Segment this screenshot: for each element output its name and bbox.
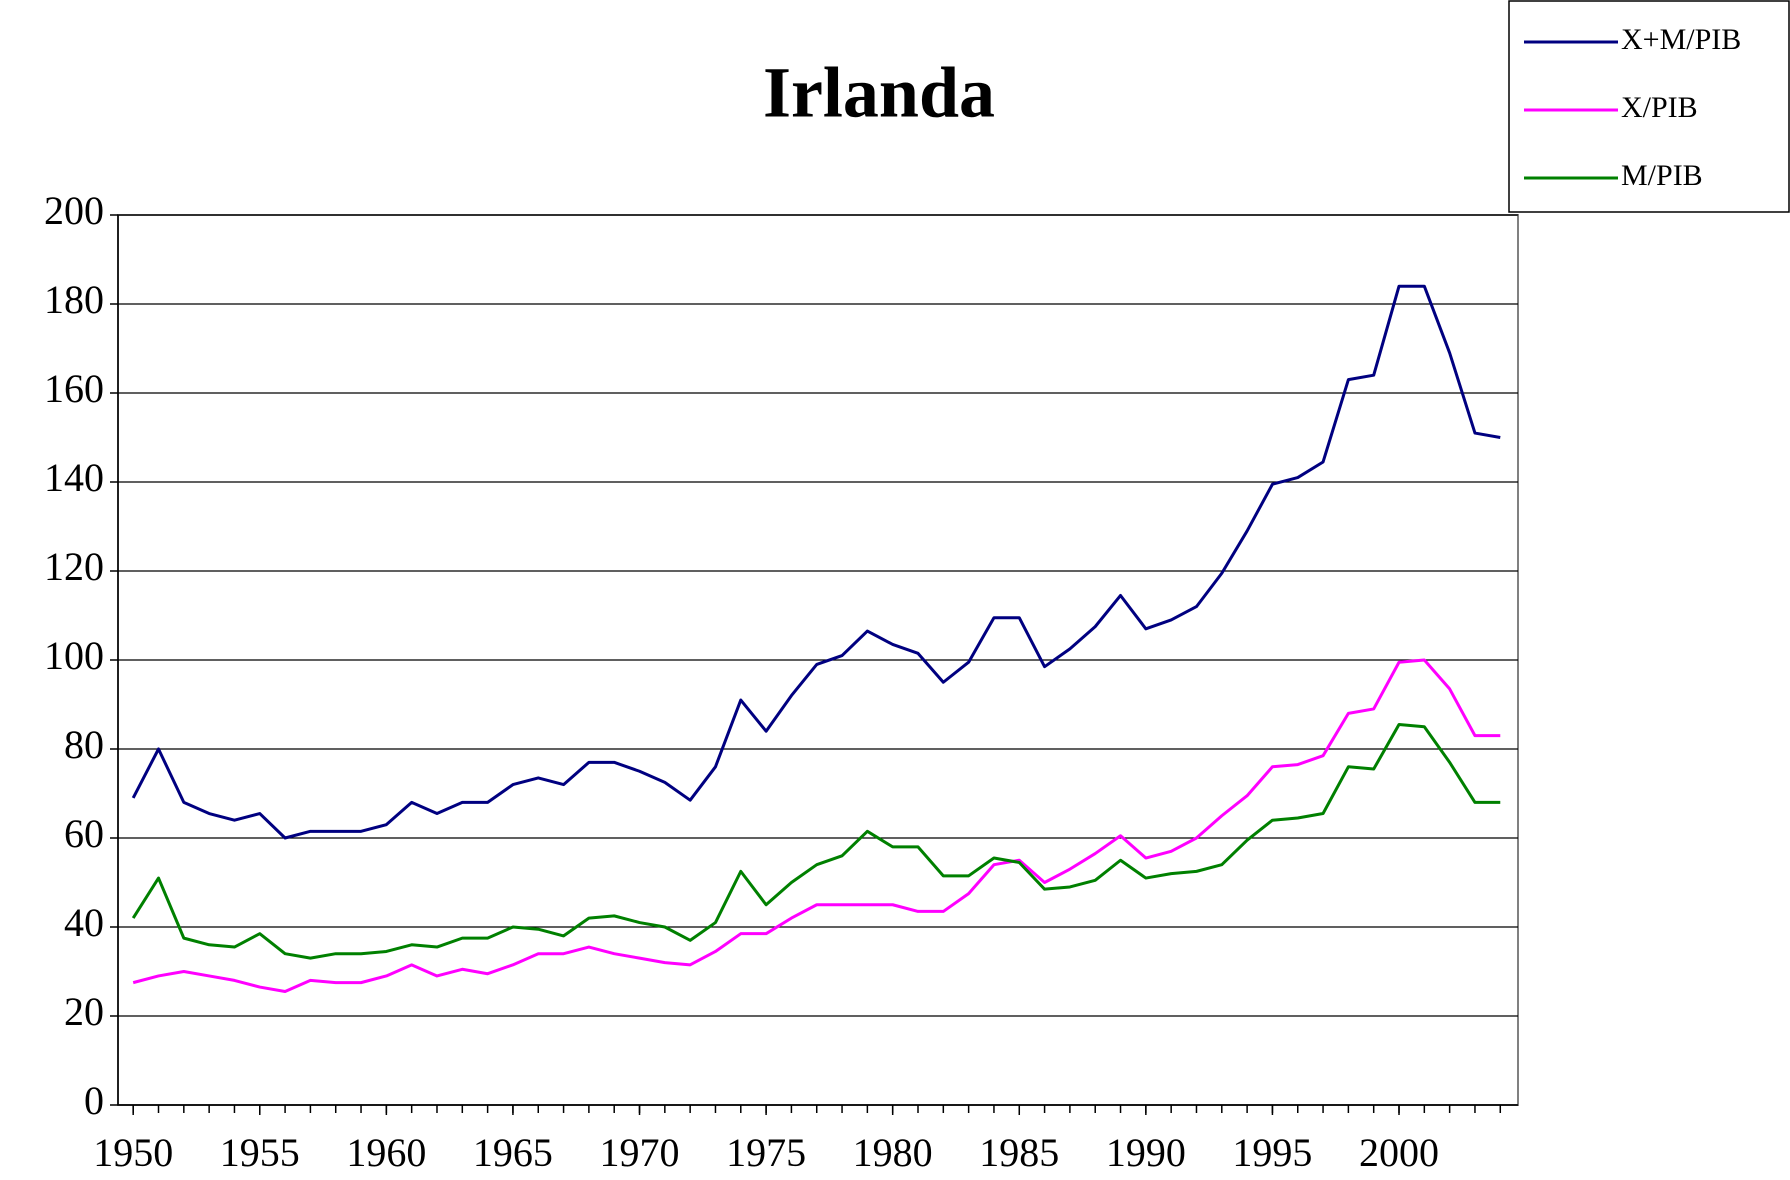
y-tick-label: 200: [44, 188, 104, 233]
chart-title: Irlanda: [763, 53, 995, 133]
x-tick-label: 1960: [346, 1130, 426, 1175]
y-tick-label: 160: [44, 366, 104, 411]
y-tick-label: 180: [44, 277, 104, 322]
legend-label: M/PIB: [1621, 159, 1703, 192]
y-tick-label: 80: [64, 722, 104, 767]
y-tick-label: 120: [44, 544, 104, 589]
y-tick-label: 0: [84, 1078, 104, 1123]
y-tick-label: 20: [64, 989, 104, 1034]
x-tick-label: 1980: [853, 1130, 933, 1175]
x-tick-label: 1985: [979, 1130, 1059, 1175]
line-series: [132, 658, 1501, 994]
line-series: [131, 723, 1501, 960]
x-tick-label: 1970: [600, 1130, 680, 1175]
legend-label: X/PIB: [1621, 91, 1698, 124]
x-tick-label: 1975: [726, 1130, 806, 1175]
line-series: [131, 284, 1501, 840]
y-tick-label: 140: [44, 455, 104, 500]
x-tick-label: 1990: [1106, 1130, 1186, 1175]
x-tick-label: 1965: [473, 1130, 553, 1175]
y-tick-label: 40: [64, 900, 104, 945]
y-tick-label: 100: [44, 633, 104, 678]
x-tick-label: 1995: [1232, 1130, 1312, 1175]
x-tick-label: 1955: [220, 1130, 300, 1175]
legend-label: X+M/PIB: [1621, 23, 1741, 56]
x-tick-label: 2000: [1359, 1130, 1439, 1175]
y-tick-label: 60: [64, 811, 104, 856]
x-tick-label: 1950: [93, 1130, 173, 1175]
